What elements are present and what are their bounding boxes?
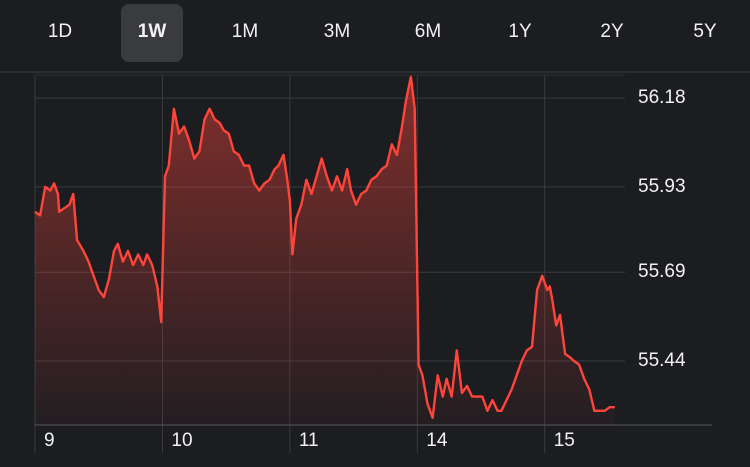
selected-tab-bg: [121, 4, 183, 62]
x-tick-label: 9: [44, 430, 55, 451]
range-tab[interactable]: 1D: [48, 21, 72, 42]
range-tab[interactable]: 2Y: [600, 21, 624, 42]
price-line: [34, 75, 615, 420]
y-tick-label: 55.44: [638, 350, 686, 371]
x-tick-label: 10: [171, 430, 192, 451]
x-tick-label: 15: [554, 430, 575, 451]
range-tab[interactable]: 5Y: [693, 21, 717, 42]
y-tick-label: 56.18: [638, 87, 686, 108]
y-tick-label: 55.69: [638, 261, 686, 282]
y-tick-label: 55.93: [638, 176, 686, 197]
x-tick-label: 14: [426, 430, 448, 451]
x-tick-label: 11: [299, 430, 319, 451]
price-area: [35, 76, 615, 426]
range-tab[interactable]: 1W: [138, 21, 167, 42]
range-tab[interactable]: 1Y: [508, 21, 532, 42]
range-tab[interactable]: 6M: [415, 21, 441, 42]
range-tab[interactable]: 3M: [324, 21, 350, 42]
range-tab[interactable]: 1M: [232, 21, 258, 42]
